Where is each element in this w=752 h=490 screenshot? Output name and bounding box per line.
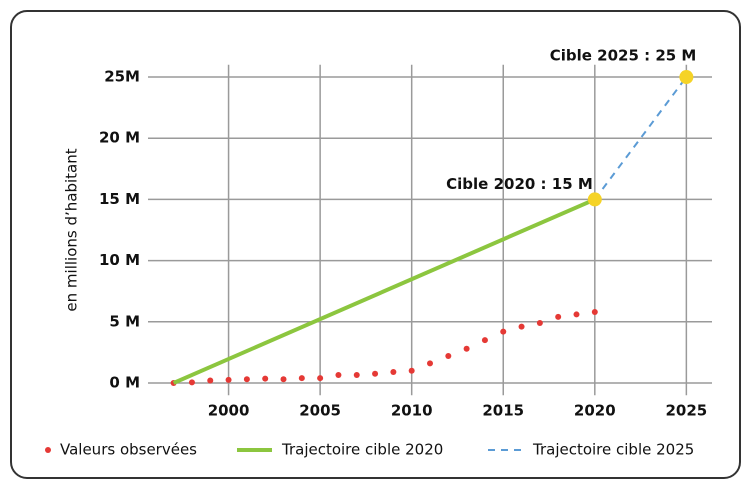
target-point (679, 70, 694, 85)
data-point (536, 320, 543, 327)
data-point (372, 370, 379, 377)
data-point (335, 372, 342, 379)
y-tick-label: 5 M (109, 312, 140, 330)
data-point (463, 345, 470, 352)
legend-label: Trajectoire cible 2025 (532, 441, 694, 459)
x-tick-label: 2025 (665, 402, 707, 420)
legend-label: Trajectoire cible 2020 (281, 441, 443, 459)
data-point (280, 376, 287, 383)
data-point (427, 360, 433, 367)
x-tick-label: 2020 (574, 402, 616, 420)
data-point (500, 328, 507, 335)
x-tick-label: 2005 (299, 402, 341, 420)
y-tick-label: 25M (104, 68, 140, 86)
x-tick-label: 2010 (391, 402, 433, 420)
data-point (353, 372, 360, 379)
data-point (481, 337, 488, 344)
legend-swatch (45, 447, 51, 453)
data-point (573, 311, 580, 318)
data-point (555, 313, 562, 320)
data-point (262, 375, 269, 382)
frame (10, 10, 741, 479)
y-tick-label: 20 M (99, 129, 140, 147)
data-point (243, 376, 250, 383)
data-point (207, 377, 214, 384)
y-tick-label: 0 M (109, 373, 140, 391)
legend-label: Valeurs observées (60, 441, 197, 459)
y-tick-label: 15 M (99, 190, 140, 208)
data-point (445, 353, 452, 360)
annotation: Cible 2020 : 15 M (446, 175, 593, 193)
annotation: Cible 2025 : 25 M (550, 47, 697, 65)
data-point (317, 375, 324, 382)
data-point (298, 375, 305, 382)
target-point (587, 192, 602, 207)
data-point (408, 367, 415, 374)
data-point (518, 323, 525, 330)
data-point (188, 379, 195, 386)
x-tick-label: 2015 (482, 402, 524, 420)
data-point (390, 368, 397, 375)
y-tick-label: 10 M (99, 251, 140, 269)
data-point (591, 308, 598, 315)
data-point (225, 376, 232, 383)
data-line (172, 197, 596, 385)
y-axis-label: en millions d’habitant (63, 148, 81, 311)
x-tick-label: 2000 (208, 402, 250, 420)
